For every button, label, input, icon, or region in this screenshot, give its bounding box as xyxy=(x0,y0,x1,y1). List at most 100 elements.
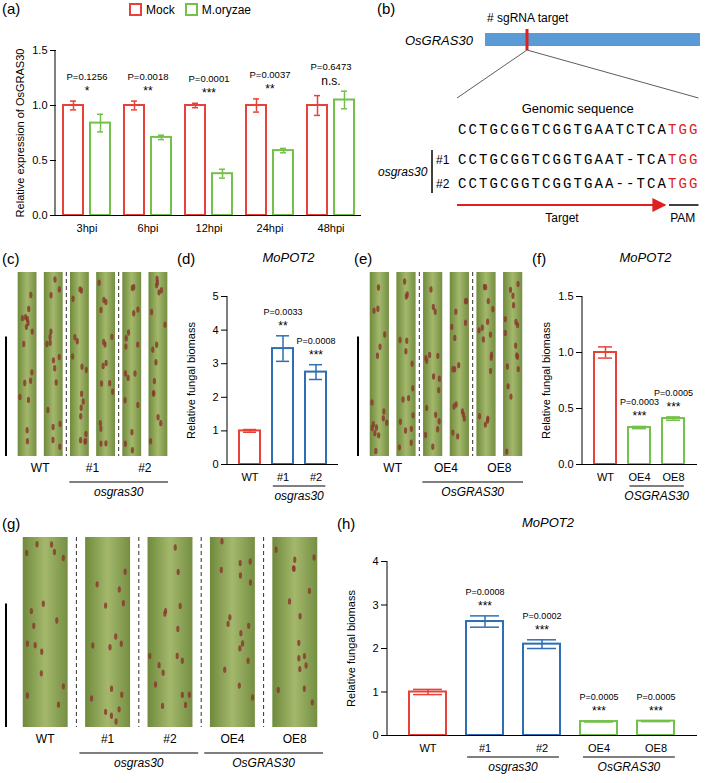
svg-text:OE4: OE4 xyxy=(628,471,650,483)
svg-text:G: G xyxy=(490,176,498,192)
svg-text:P=0.0005: P=0.0005 xyxy=(637,692,676,702)
svg-text:P=0.0005: P=0.0005 xyxy=(580,692,619,702)
svg-text:G: G xyxy=(490,122,498,138)
svg-text:G: G xyxy=(679,152,687,168)
svg-text:P=0.0008: P=0.0008 xyxy=(466,587,505,597)
svg-text:T: T xyxy=(574,176,582,192)
svg-text:P=0.0003: P=0.0003 xyxy=(620,397,659,407)
svg-text:G: G xyxy=(584,152,592,168)
svg-text:C: C xyxy=(458,176,466,192)
svg-text:A: A xyxy=(658,122,667,138)
svg-text:T: T xyxy=(616,122,624,138)
svg-text:WT: WT xyxy=(383,461,402,475)
svg-text:# sgRNA target: # sgRNA target xyxy=(487,11,569,25)
svg-text:1: 1 xyxy=(212,424,218,436)
svg-text:2: 2 xyxy=(372,642,378,654)
svg-text:G: G xyxy=(553,122,561,138)
svg-text:-: - xyxy=(626,152,634,168)
svg-text:G: G xyxy=(511,176,519,192)
svg-text:C: C xyxy=(542,176,550,192)
svg-text:OE4: OE4 xyxy=(220,732,244,746)
svg-text:#2: #2 xyxy=(436,177,450,191)
svg-text:-: - xyxy=(616,176,624,192)
svg-text:0.5: 0.5 xyxy=(32,154,47,166)
svg-text:**: ** xyxy=(143,84,153,98)
svg-text:osgras30: osgras30 xyxy=(94,485,144,499)
svg-text:G: G xyxy=(511,122,519,138)
svg-text:#2: #2 xyxy=(536,742,548,754)
svg-text:T: T xyxy=(479,122,487,138)
svg-text:G: G xyxy=(511,152,519,168)
svg-text:C: C xyxy=(469,152,477,168)
svg-text:P=0.0033: P=0.0033 xyxy=(264,307,303,317)
svg-text:G: G xyxy=(584,176,592,192)
svg-text:***: *** xyxy=(202,86,216,100)
svg-text:C: C xyxy=(500,176,508,192)
svg-text:***: *** xyxy=(478,599,492,613)
svg-text:4: 4 xyxy=(372,555,378,567)
svg-text:G: G xyxy=(563,152,571,168)
svg-text:T: T xyxy=(637,122,645,138)
svg-text:***: *** xyxy=(309,348,323,362)
svg-text:#1: #1 xyxy=(101,732,115,746)
svg-text:C: C xyxy=(626,122,634,138)
svg-text:G: G xyxy=(689,152,697,168)
svg-text:T: T xyxy=(532,122,540,138)
svg-text:#2: #2 xyxy=(163,732,177,746)
svg-text:3: 3 xyxy=(212,357,218,369)
svg-text:T: T xyxy=(479,176,487,192)
svg-text:C: C xyxy=(458,122,466,138)
svg-text:P=0.0037: P=0.0037 xyxy=(250,69,291,80)
svg-text:A: A xyxy=(658,176,667,192)
svg-text:A: A xyxy=(595,152,604,168)
svg-text:P=0.6473: P=0.6473 xyxy=(311,61,352,72)
svg-text:1.0: 1.0 xyxy=(558,346,573,358)
svg-text:A: A xyxy=(605,152,614,168)
svg-text:48hpi: 48hpi xyxy=(318,222,345,234)
svg-text:***: *** xyxy=(632,409,646,423)
svg-text:OE8: OE8 xyxy=(662,471,684,483)
svg-text:5: 5 xyxy=(212,290,218,302)
svg-text:6hpi: 6hpi xyxy=(138,222,159,234)
svg-text:PAM: PAM xyxy=(670,211,695,225)
svg-text:P=0.0002: P=0.0002 xyxy=(523,611,562,621)
svg-text:OE8: OE8 xyxy=(487,461,511,475)
svg-text:***: *** xyxy=(666,400,680,414)
svg-text:A: A xyxy=(658,152,667,168)
svg-text:-: - xyxy=(626,176,634,192)
svg-text:1.0: 1.0 xyxy=(32,99,47,111)
svg-text:C: C xyxy=(647,176,655,192)
svg-text:Relative expression of OsGRAS3: Relative expression of OsGRAS30 xyxy=(14,49,26,218)
svg-text:G: G xyxy=(679,122,687,138)
svg-text:1: 1 xyxy=(372,686,378,698)
svg-text:Genomic sequence: Genomic sequence xyxy=(522,101,634,116)
svg-text:T: T xyxy=(668,176,676,192)
svg-text:C: C xyxy=(542,122,550,138)
svg-text:#2: #2 xyxy=(310,471,322,483)
svg-text:***: *** xyxy=(649,704,663,718)
svg-text:1.5: 1.5 xyxy=(32,44,47,56)
svg-text:OsGRAS30: OsGRAS30 xyxy=(598,760,661,774)
svg-text:WT: WT xyxy=(31,461,50,475)
svg-text:1.5: 1.5 xyxy=(558,290,573,302)
svg-text:OE8: OE8 xyxy=(283,732,307,746)
svg-text:#1: #1 xyxy=(86,461,100,475)
svg-text:G: G xyxy=(679,176,687,192)
svg-text:3: 3 xyxy=(372,599,378,611)
svg-text:C: C xyxy=(542,152,550,168)
svg-text:osgras30: osgras30 xyxy=(378,165,428,179)
svg-text:P=0.1256: P=0.1256 xyxy=(67,71,108,82)
svg-text:A: A xyxy=(595,122,604,138)
svg-text:osgras30: osgras30 xyxy=(274,489,324,503)
svg-text:#2: #2 xyxy=(138,461,152,475)
svg-text:P=0.0001: P=0.0001 xyxy=(189,73,230,84)
svg-text:T: T xyxy=(532,176,540,192)
svg-text:G: G xyxy=(553,152,561,168)
svg-text:***: *** xyxy=(535,623,549,637)
svg-text:Relative fungal biomass: Relative fungal biomass xyxy=(185,322,197,439)
svg-text:G: G xyxy=(490,152,498,168)
svg-text:**: ** xyxy=(278,319,288,333)
svg-text:G: G xyxy=(521,176,529,192)
svg-text:C: C xyxy=(500,152,508,168)
svg-text:T: T xyxy=(532,152,540,168)
